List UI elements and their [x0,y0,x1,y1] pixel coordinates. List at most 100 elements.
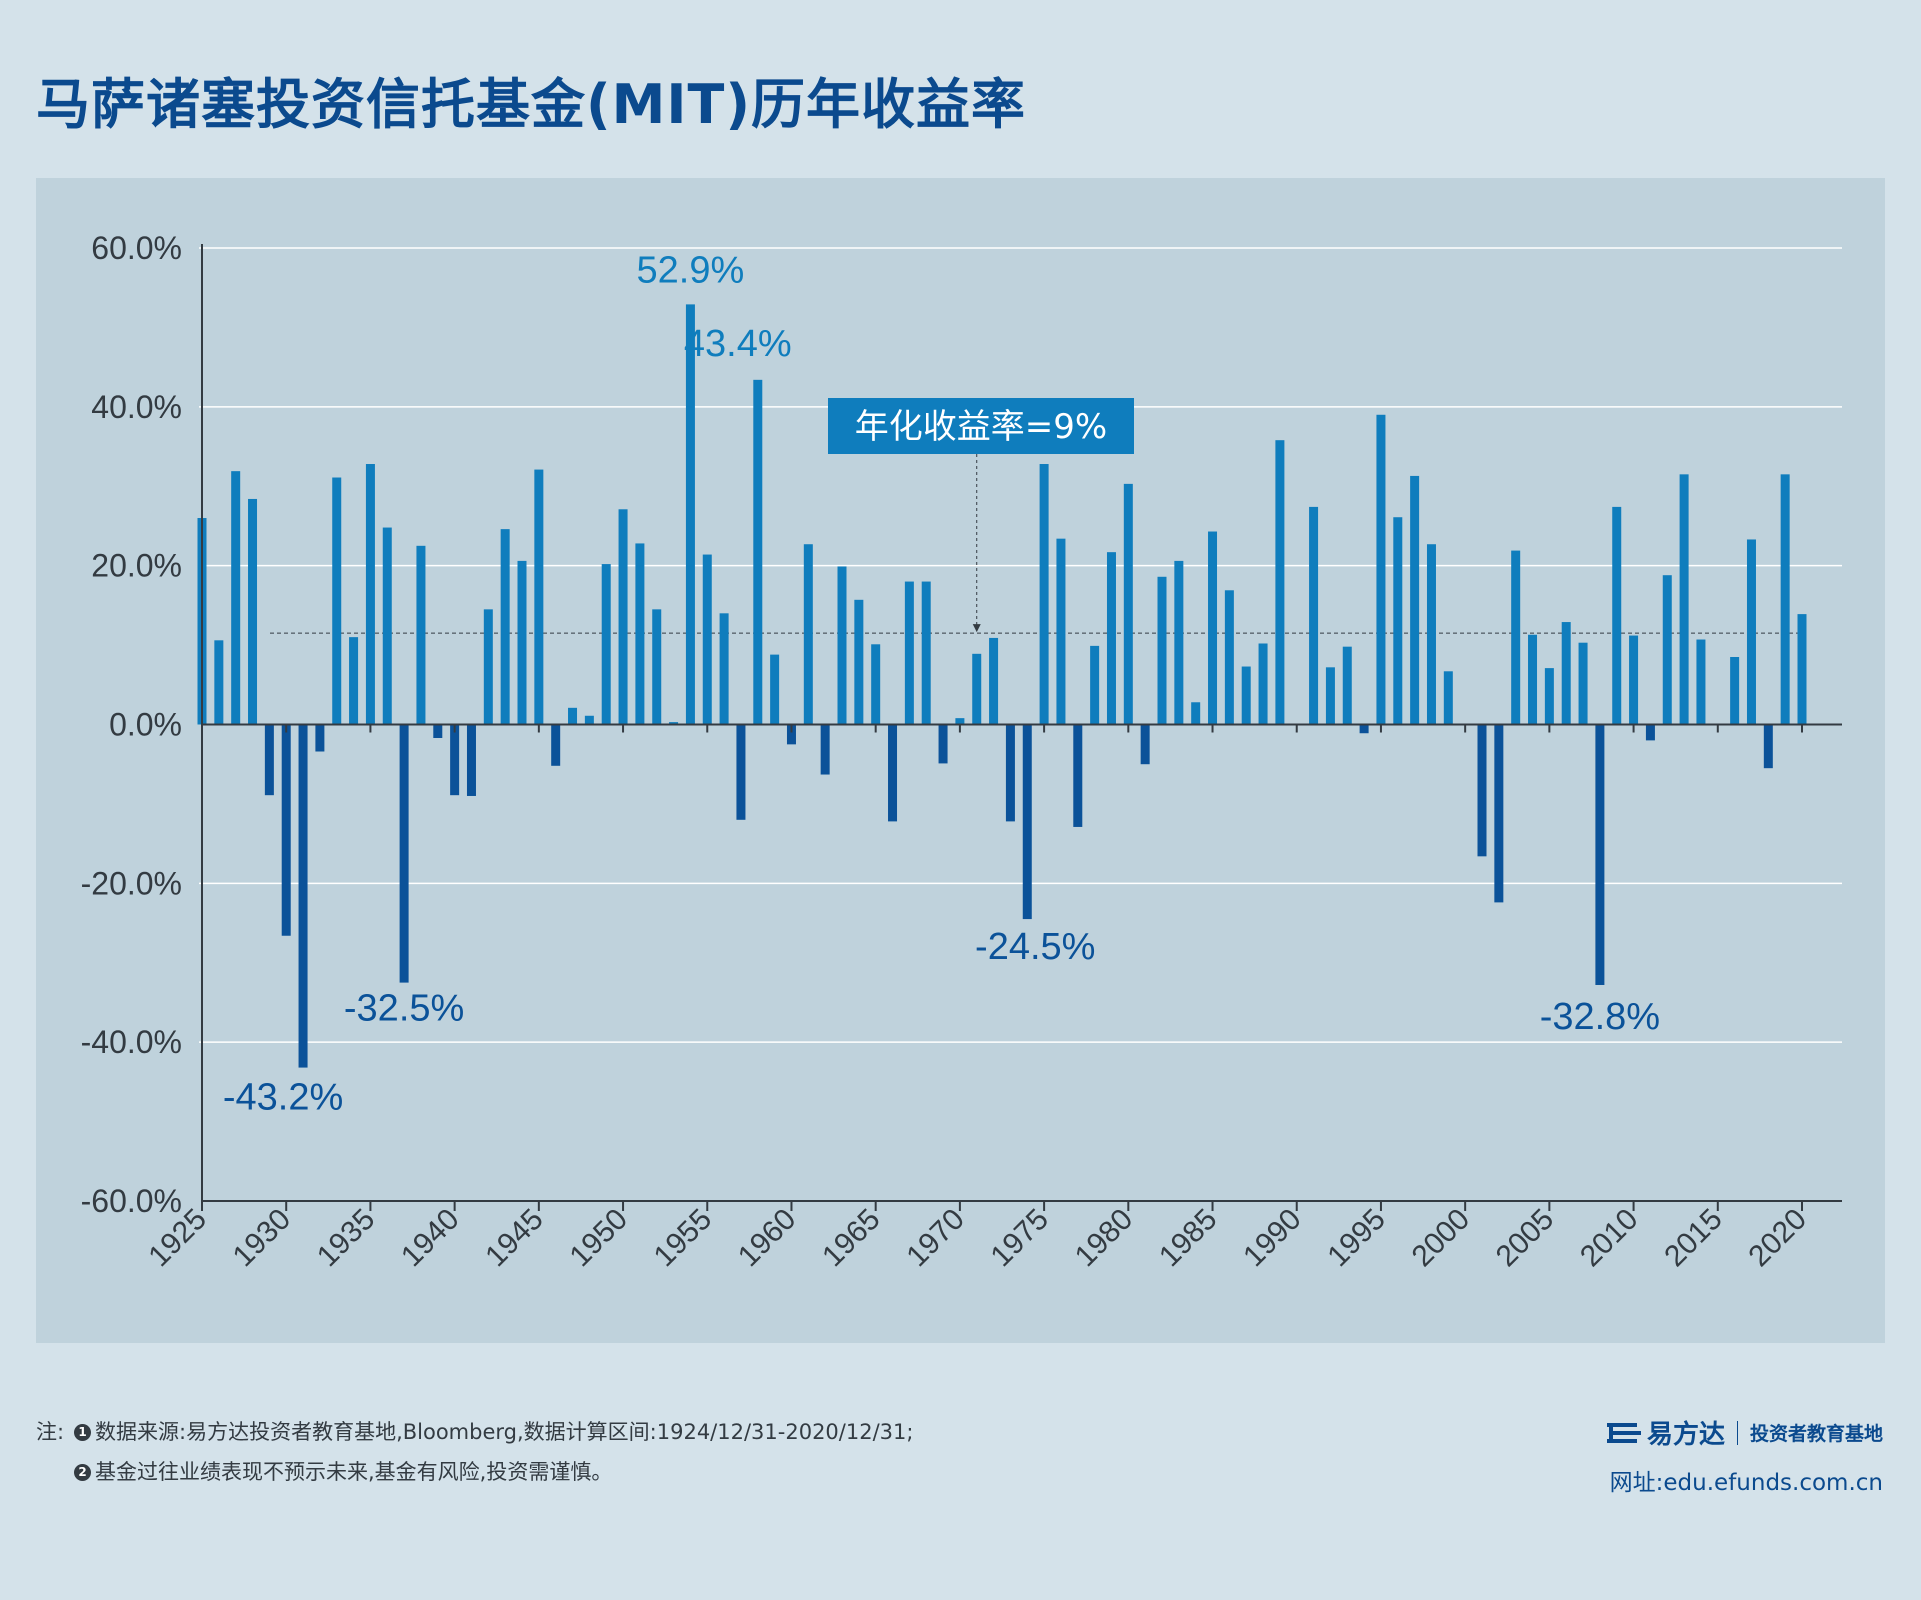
x-tick-label: 1955 [648,1203,719,1274]
value-label-1931: -43.2% [223,1077,343,1119]
footnotes: 注: 1 数据来源:易方达投资者教育基地,Bloomberg,数据计算区间:19… [36,1412,913,1492]
bar-2006 [1561,622,1571,725]
bar-1955 [702,554,712,725]
bar-1978 [1090,645,1100,725]
bar-1979 [1106,552,1116,725]
value-label-1974: -24.5% [975,926,1095,968]
x-tick-label: 1985 [1153,1203,1224,1274]
bar-1970 [955,718,965,725]
bar-2002 [1494,724,1504,903]
average-label: 年化收益率=9% [855,407,1107,447]
y-tick-label: 40.0% [91,389,182,425]
brand-block: 易方达 投资者教育基地 网址:edu.efunds.com.cn [1606,1414,1883,1497]
bar-1932 [315,724,325,752]
bar-2018 [1763,724,1773,769]
x-tick-label: 1945 [479,1203,550,1274]
bar-2001 [1477,724,1487,857]
bar-1974 [1022,724,1032,920]
bar-1956 [719,613,729,725]
bar-1964 [854,599,864,725]
bar-1967 [904,581,914,725]
bar-2005 [1544,668,1554,725]
bar-1993 [1342,646,1352,725]
bar-1997 [1410,475,1420,725]
bar-1929 [264,724,274,796]
brand-name: 易方达 [1646,1420,1725,1450]
bar-1954 [685,304,695,725]
x-tick-label: 1940 [395,1203,466,1274]
bar-2020 [1797,614,1807,725]
bar-2011 [1645,724,1655,741]
bar-1935 [365,464,375,725]
x-tick-label: 1965 [816,1203,887,1274]
bar-1994 [1359,724,1369,734]
page-title: 马萨诸塞投资信托基金(MIT)历年收益率 [36,73,1027,136]
bar-1953 [669,722,679,725]
bar-2007 [1578,642,1588,725]
x-tick-label: 2010 [1574,1203,1645,1274]
bar-1938 [416,545,426,725]
bar-1980 [1123,483,1133,725]
bar-1973 [1005,724,1015,822]
chart-panel: 60.0% 40.0% 20.0% 0.0% -20.0% -40.0% -60.0% 年化… [36,178,1885,1343]
bar-1963 [837,566,847,725]
x-tick-label: 1950 [563,1203,634,1274]
bar-1947 [568,707,578,725]
x-tick-label: 2020 [1742,1203,1813,1274]
x-tick-label: 2015 [1658,1203,1729,1274]
bar-1942 [483,609,493,725]
y-tick-label: 20.0% [91,548,182,584]
bar-1984 [1191,702,1201,725]
bar-1950 [618,509,628,725]
bar-1949 [601,564,611,725]
value-label-2008: -32.8% [1540,996,1660,1038]
x-tick-label: 1975 [985,1203,1056,1274]
bar-1981 [1140,724,1150,765]
bar-2004 [1528,634,1538,725]
bar-1962 [820,724,830,775]
bar-1926 [214,640,224,725]
value-label-1954: 52.9% [637,249,745,291]
bar-1945 [534,469,544,725]
value-label-1937: -32.5% [344,988,464,1030]
bar-1933 [332,477,342,725]
bar-1996 [1393,517,1403,725]
bar-1992 [1325,667,1335,725]
bar-1961 [803,544,813,725]
bar-1959 [770,654,780,725]
y-tick-label: -20.0% [81,865,182,901]
bars [197,304,1807,1068]
bar-1968 [921,581,931,725]
axes [201,244,1842,1202]
bar-1957 [736,724,746,820]
brand-separator [1736,1420,1738,1445]
bar-2019 [1780,474,1790,725]
y-axis-ticks: 60.0% 40.0% 20.0% 0.0% -20.0% -40.0% -60.0% [81,230,182,1219]
bar-1940 [450,724,460,796]
y-tick-label: 0.0% [109,707,182,743]
bar-1986 [1224,590,1234,725]
value-labels: 52.9% 43.4% -43.2% -32.5% -24.5% -32.8% [223,249,1660,1118]
x-tick-label: 1980 [1069,1203,1140,1274]
bar-1936 [382,527,392,725]
bar-1951 [635,543,645,725]
bar-1939 [433,724,443,739]
bar-1931 [298,724,308,1068]
footnote-number-1: 1 [74,1423,91,1441]
bar-1965 [871,644,881,725]
bar-1971 [972,653,982,725]
bar-2008 [1595,724,1605,985]
bar-1991 [1309,506,1319,725]
y-tick-label: -60.0% [81,1183,182,1219]
bar-1998 [1426,544,1436,725]
y-tick-label: -40.0% [81,1024,182,1060]
average-label-box [828,398,1134,454]
bar-1946 [551,724,561,766]
brand-website: 网址:edu.efunds.com.cn [1609,1470,1883,1496]
bar-1987 [1241,666,1251,725]
bar-1999 [1443,671,1453,725]
x-tick-label: 1960 [732,1203,803,1274]
efunds-logo-icon [1606,1422,1641,1443]
x-tick-label: 2000 [1406,1203,1477,1274]
bar-2014 [1696,639,1706,725]
